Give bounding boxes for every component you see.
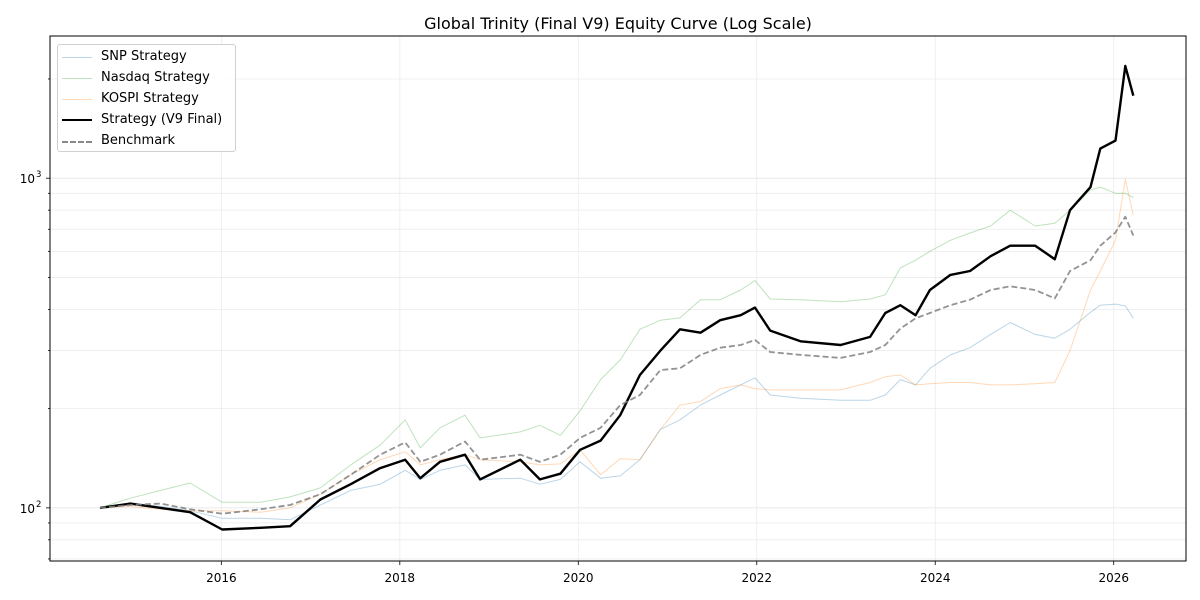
x-tick-label: 2024 <box>920 571 951 585</box>
series-line-strategy-v9-final <box>99 64 1135 531</box>
series-line-nasdaq-strategy <box>99 186 1134 509</box>
y-tick-label: 10 <box>20 502 35 516</box>
legend-swatch <box>62 119 92 121</box>
x-tick-label: 2018 <box>385 571 416 585</box>
legend: SNP Strategy Nasdaq Strategy KOSPI Strat… <box>57 44 236 152</box>
legend-item-kospi: KOSPI Strategy <box>58 89 235 109</box>
y-tick-exponent: 3 <box>36 170 41 180</box>
series-line-benchmark <box>99 215 1135 515</box>
series-lines <box>99 64 1135 531</box>
legend-label: SNP Strategy <box>101 49 187 64</box>
y-tick-exponent: 2 <box>36 500 41 510</box>
chart-title: Global Trinity (Final V9) Equity Curve (… <box>424 14 812 33</box>
legend-item-benchmark: Benchmark <box>58 131 235 151</box>
y-tick-label: 10 <box>20 172 35 186</box>
legend-label: Strategy (V9 Final) <box>101 112 223 127</box>
legend-swatch <box>62 141 92 143</box>
series-line-snp-strategy <box>99 303 1134 521</box>
legend-swatch <box>62 57 92 58</box>
x-tick-label: 2026 <box>1098 571 1129 585</box>
x-tick-label: 2016 <box>206 571 237 585</box>
x-tick-label: 2020 <box>563 571 594 585</box>
legend-label: Nasdaq Strategy <box>101 70 210 85</box>
legend-label: KOSPI Strategy <box>101 91 199 106</box>
legend-item-strategy: Strategy (V9 Final) <box>58 110 235 130</box>
legend-label: Benchmark <box>101 133 176 148</box>
legend-item-snp: SNP Strategy <box>58 47 235 67</box>
legend-swatch <box>62 99 92 100</box>
legend-swatch <box>62 78 92 79</box>
x-axis: 2016 2018 2020 2022 2024 2026 <box>206 561 1129 585</box>
plot-frame <box>49 35 1187 562</box>
legend-item-nasdaq: Nasdaq Strategy <box>58 68 235 88</box>
x-tick-label: 2022 <box>741 571 772 585</box>
